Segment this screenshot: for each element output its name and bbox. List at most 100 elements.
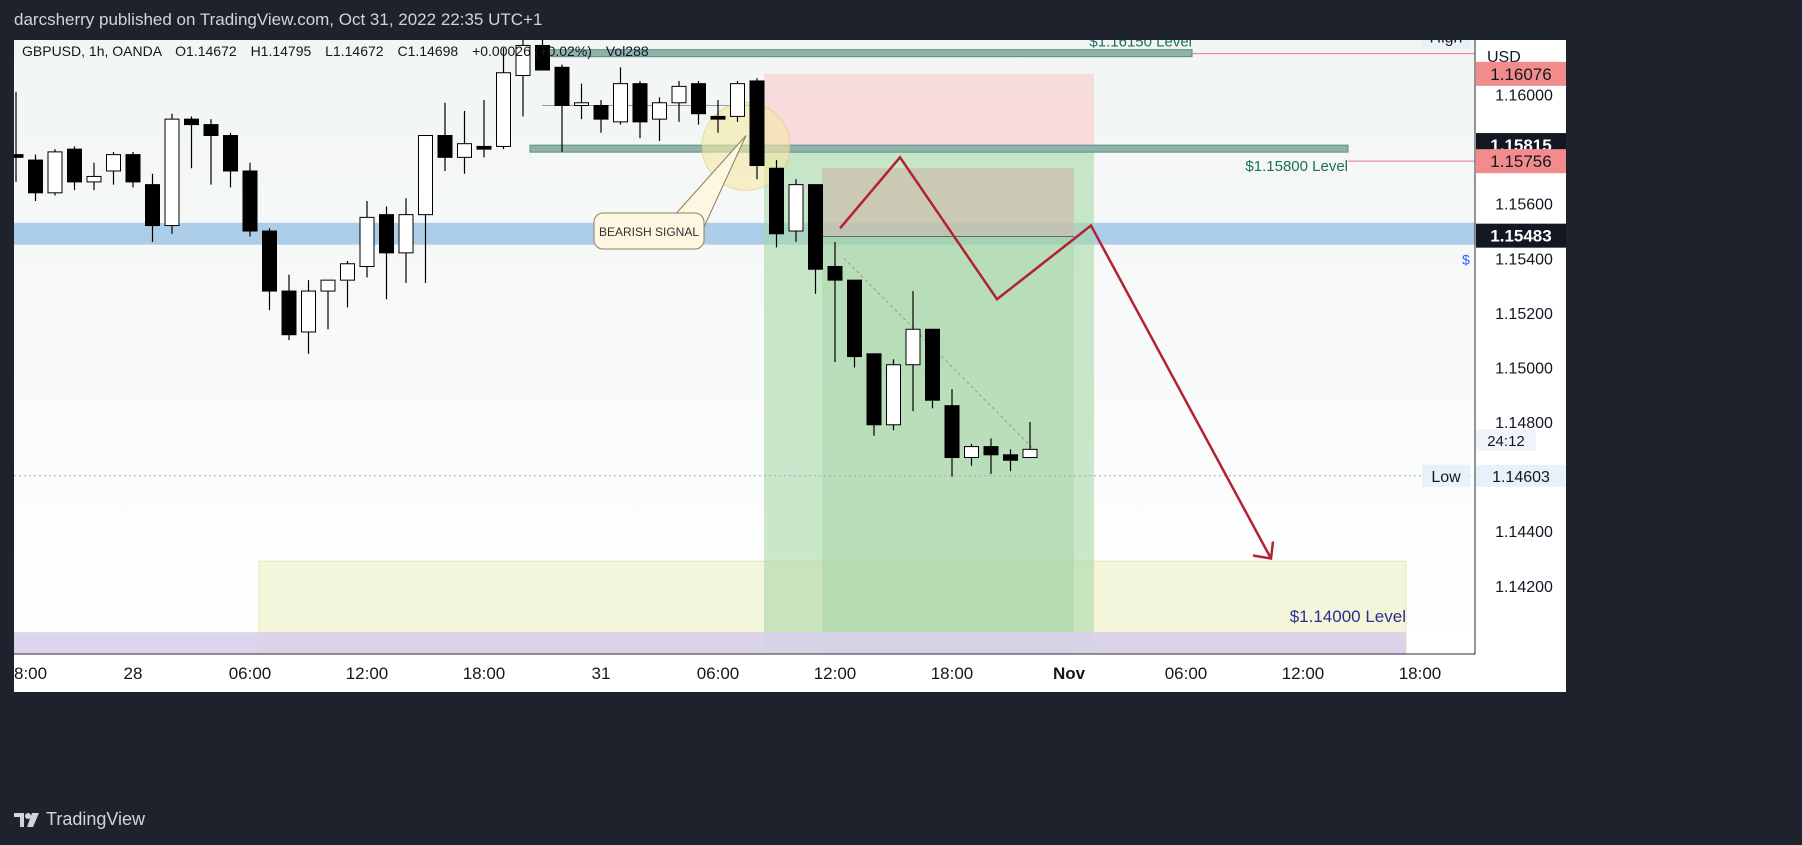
candle-body <box>652 102 667 120</box>
candle <box>574 83 589 120</box>
candle-body <box>632 83 648 123</box>
price-tick-label: 1.14200 <box>1495 579 1553 596</box>
svg-text:GBPUSD, 1h, OANDA O1.1: GBPUSD, 1h, OANDA O1.14672 H1.14795 L1.1… <box>22 43 649 59</box>
candle <box>242 162 258 237</box>
candle <box>710 100 726 133</box>
stop-loss-zone <box>764 73 1094 150</box>
candle <box>145 173 160 242</box>
time-tick-label: 31 <box>592 664 611 683</box>
candle <box>223 132 238 188</box>
candle-body <box>106 154 121 172</box>
time-tick-label: 18:00 <box>931 664 974 683</box>
time-tick-label: 18:00 <box>1399 664 1442 683</box>
candle-body <box>67 148 82 183</box>
low-label-bg <box>1422 464 1470 487</box>
candle <box>398 198 414 283</box>
candle-body <box>535 44 550 71</box>
volume-value: Vol288 <box>606 43 649 59</box>
candle-body <box>125 154 141 183</box>
candle-body <box>184 118 199 126</box>
candle-body <box>749 80 765 167</box>
candle <box>476 100 492 158</box>
price-tag-support-bg <box>1476 223 1566 248</box>
time-axis[interactable]: 8:00 28 06:00 12:00 18:00 31 06:00 12:00 18:00 No… <box>14 655 1475 692</box>
candle <box>925 328 940 409</box>
candle <box>86 162 102 191</box>
price-tag-support: 1.15483 <box>1490 227 1551 246</box>
candle-body <box>866 353 882 426</box>
level-2-bar <box>529 144 1349 153</box>
price-tick-label: 1.14800 <box>1495 415 1553 432</box>
tradingview-brand: TradingView <box>46 809 146 829</box>
price-tag-stop-bg <box>1476 61 1566 86</box>
candle <box>67 146 82 191</box>
candle-body <box>769 167 784 235</box>
candle <box>730 80 745 122</box>
price-chart[interactable]: $1.16150 Level $1.15800 Level $1.14000 Lev… <box>8 23 1788 794</box>
candle-body <box>691 83 706 115</box>
candle-body <box>301 290 316 333</box>
time-tick-label: 18:00 <box>463 664 506 683</box>
candle <box>1022 422 1038 459</box>
chart-container[interactable]: $1.16150 Level $1.15800 Level $1.14000 Lev… <box>8 23 1788 794</box>
candle <box>320 279 336 330</box>
candle <box>47 149 63 196</box>
price-tick-label: 1.15000 <box>1495 360 1553 377</box>
candle <box>28 154 43 202</box>
tradingview-logo[interactable]: TradingView <box>14 809 145 830</box>
candle-body <box>86 175 102 183</box>
candle-body <box>418 135 433 216</box>
candle <box>457 110 472 174</box>
candle <box>749 78 765 180</box>
high-value: H1.14795 <box>251 43 312 59</box>
candle <box>632 80 648 139</box>
close-value: C1.14698 <box>397 43 458 59</box>
candle-body <box>847 279 862 358</box>
level-1-label: $1.16150 Level <box>1089 40 1192 51</box>
signal-label: BEARISH SIGNAL <box>599 225 699 239</box>
price-tag-entry-bg <box>1476 149 1566 174</box>
candle <box>769 160 784 248</box>
candle <box>106 151 121 185</box>
candle-body <box>554 66 570 106</box>
time-tick-label: 28 <box>124 664 143 683</box>
candle-body <box>925 328 940 401</box>
symbol-info-legend: GBPUSD, 1h, OANDA O1.14672 H1.14795 L1.1… <box>22 43 649 59</box>
publisher-text: darcsherry published on TradingView.com,… <box>14 10 543 29</box>
candle-body <box>242 170 258 232</box>
candle <box>905 291 921 412</box>
price-tag-low-bg <box>1476 464 1566 487</box>
low-label: Low <box>1431 469 1461 486</box>
candle-body <box>788 184 804 232</box>
candle <box>691 80 706 125</box>
time-tick-label: Nov <box>1053 664 1086 683</box>
candle <box>983 438 999 474</box>
price-tick-label: 1.16000 <box>1495 88 1553 105</box>
candle <box>496 48 511 150</box>
candle-body <box>574 102 589 106</box>
support-band <box>14 222 1475 245</box>
candle-body <box>964 446 979 459</box>
candle <box>418 135 433 283</box>
candle <box>125 151 141 188</box>
change-value: +0.00026 (+0.02%) <box>472 43 592 59</box>
candle-body <box>28 159 43 194</box>
candle <box>964 443 979 466</box>
time-tick-label: 06:00 <box>1165 664 1208 683</box>
candle-body <box>808 184 823 270</box>
candle-body <box>164 118 180 227</box>
time-tick-label: 12:00 <box>346 664 389 683</box>
countdown-bg <box>1476 429 1536 452</box>
price-axis-bg <box>1476 40 1566 654</box>
candle <box>593 100 609 133</box>
right-axis-partial-label: $ <box>1462 251 1470 267</box>
candle-body <box>262 230 277 292</box>
candle <box>164 113 180 234</box>
candle <box>203 119 219 185</box>
price-tag-stop: 1.16076 <box>1490 65 1551 84</box>
candle-body <box>671 85 687 104</box>
candle <box>281 274 297 341</box>
candle <box>613 67 628 125</box>
candle <box>515 23 531 117</box>
publisher-header: darcsherry published on TradingView.com,… <box>0 0 1802 40</box>
